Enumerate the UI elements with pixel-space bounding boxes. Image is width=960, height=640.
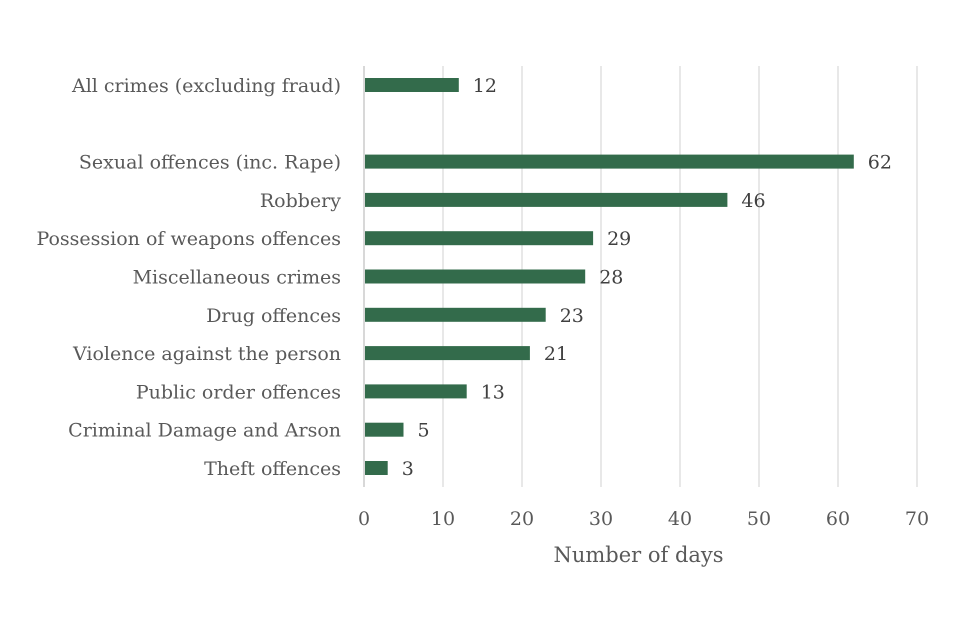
category-label: Robbery — [260, 190, 341, 212]
bar — [365, 154, 854, 169]
x-axis-title: Number of days — [553, 543, 723, 567]
category-labels: All crimes (excluding fraud) Sexual offen… — [36, 75, 341, 480]
category-label: Miscellaneous crimes — [133, 267, 341, 289]
bar — [365, 384, 467, 399]
x-tick-label: 70 — [905, 508, 929, 530]
category-label: Violence against the person — [72, 343, 341, 365]
x-tick-label: 0 — [358, 508, 370, 530]
category-label: Drug offences — [206, 305, 341, 327]
category-label: Theft offences — [204, 458, 341, 480]
bar — [365, 422, 404, 437]
bar — [365, 307, 546, 322]
data-label: 5 — [418, 420, 430, 442]
bar — [365, 269, 586, 284]
bar — [365, 346, 530, 361]
bar — [365, 78, 459, 92]
data-label: 29 — [607, 228, 631, 250]
data-label: 13 — [481, 381, 505, 403]
x-tick-label: 30 — [589, 508, 613, 530]
bars — [365, 78, 854, 475]
x-tick-labels: 0 10 20 30 40 50 60 70 — [358, 508, 929, 530]
x-tick-label: 40 — [668, 508, 692, 530]
data-label: 12 — [473, 75, 497, 97]
bar — [365, 192, 728, 207]
data-label: 3 — [402, 458, 414, 480]
data-label: 28 — [599, 267, 623, 289]
data-label: 62 — [868, 152, 892, 174]
data-label: 46 — [741, 190, 765, 212]
x-tick-label: 10 — [431, 508, 455, 530]
x-tick-label: 60 — [826, 508, 850, 530]
category-label: Public order offences — [136, 381, 341, 403]
category-label: Criminal Damage and Arson — [68, 420, 341, 442]
bar — [365, 231, 594, 246]
x-tick-label: 20 — [510, 508, 534, 530]
data-labels: 12 62 46 29 28 23 21 13 53 — [402, 75, 892, 480]
data-label: 21 — [544, 343, 568, 365]
category-label: Possession of weapons offences — [36, 228, 341, 250]
category-label: All crimes (excluding fraud) — [71, 75, 341, 97]
bar — [365, 461, 388, 475]
gridlines — [442, 66, 918, 487]
x-tick-label: 50 — [747, 508, 771, 530]
category-label: Sexual offences (inc. Rape) — [79, 152, 341, 174]
data-label: 23 — [560, 305, 584, 327]
